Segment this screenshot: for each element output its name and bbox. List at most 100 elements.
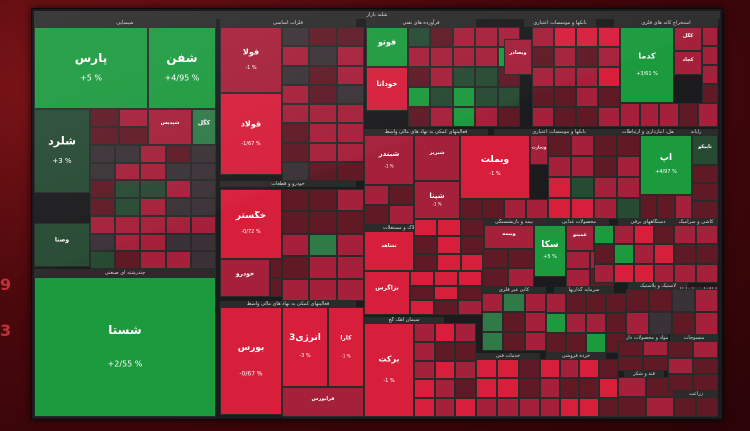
stock-tile[interactable] bbox=[309, 278, 337, 301]
stock-tile[interactable] bbox=[336, 161, 364, 181]
stock-tile[interactable] bbox=[668, 341, 693, 358]
stock-tile[interactable]: وبیمه bbox=[484, 225, 534, 249]
stock-tile[interactable] bbox=[430, 47, 453, 67]
stock-tile[interactable] bbox=[270, 259, 282, 278]
stock-tile[interactable] bbox=[140, 251, 166, 269]
stock-tile[interactable] bbox=[437, 253, 461, 271]
stock-tile[interactable] bbox=[526, 199, 548, 219]
stock-tile[interactable] bbox=[668, 357, 693, 375]
stock-tile[interactable] bbox=[475, 87, 498, 107]
stock-tile[interactable] bbox=[309, 84, 337, 104]
stock-tile[interactable] bbox=[190, 198, 216, 216]
stock-tile[interactable] bbox=[410, 271, 434, 286]
stock-tile[interactable]: برکت -1 % bbox=[364, 323, 414, 417]
stock-tile[interactable]: غمینو bbox=[566, 225, 594, 251]
stock-tile[interactable] bbox=[626, 289, 649, 312]
stock-tile[interactable] bbox=[309, 123, 337, 143]
stock-tile[interactable] bbox=[434, 285, 458, 301]
stock-tile[interactable] bbox=[518, 378, 540, 398]
stock-tile[interactable] bbox=[282, 104, 310, 124]
stock-tile[interactable] bbox=[532, 67, 554, 87]
stock-tile[interactable] bbox=[455, 398, 476, 417]
stock-tile[interactable] bbox=[430, 67, 453, 87]
stock-tile[interactable] bbox=[571, 198, 594, 219]
stock-tile[interactable] bbox=[571, 156, 594, 177]
stock-tile[interactable] bbox=[309, 233, 337, 257]
stock-tile[interactable] bbox=[140, 198, 166, 216]
stock-tile[interactable]: انرژی3 -3 % bbox=[282, 307, 328, 387]
stock-tile[interactable] bbox=[190, 215, 216, 234]
stock-tile[interactable] bbox=[282, 256, 310, 279]
stock-tile[interactable] bbox=[674, 244, 696, 264]
stock-tile[interactable] bbox=[579, 359, 599, 379]
stock-tile[interactable]: شپنا -1 % bbox=[414, 181, 460, 219]
stock-tile[interactable] bbox=[115, 233, 141, 252]
stock-tile[interactable] bbox=[672, 312, 695, 335]
stock-tile[interactable] bbox=[586, 313, 606, 333]
stock-tile[interactable] bbox=[309, 256, 337, 279]
stock-tile[interactable]: شفن +4/95 % bbox=[148, 27, 216, 109]
stock-tile[interactable]: وصنا bbox=[34, 223, 90, 267]
stock-tile[interactable] bbox=[165, 233, 191, 252]
stock-tile[interactable] bbox=[90, 180, 116, 199]
stock-tile[interactable] bbox=[674, 195, 692, 219]
stock-tile[interactable] bbox=[476, 359, 498, 379]
stock-tile[interactable] bbox=[437, 219, 461, 237]
stock-tile[interactable] bbox=[696, 244, 718, 264]
stock-tile[interactable] bbox=[336, 84, 364, 104]
stock-tile[interactable] bbox=[434, 271, 458, 286]
stock-tile[interactable] bbox=[554, 87, 576, 107]
stock-tile[interactable] bbox=[693, 374, 718, 391]
stock-tile[interactable] bbox=[434, 300, 458, 315]
stock-tile[interactable] bbox=[140, 233, 166, 252]
stock-tile[interactable] bbox=[532, 47, 554, 67]
stock-tile[interactable] bbox=[364, 185, 389, 205]
stock-tile[interactable] bbox=[497, 87, 520, 107]
stock-tile[interactable] bbox=[576, 107, 598, 127]
stock-tile[interactable] bbox=[634, 263, 654, 283]
stock-tile[interactable] bbox=[693, 341, 718, 358]
stock-tile[interactable] bbox=[90, 251, 116, 269]
stock-tile[interactable] bbox=[518, 359, 540, 379]
stock-tile[interactable] bbox=[546, 313, 566, 333]
stock-tile[interactable]: ثشاهد bbox=[364, 231, 414, 271]
stock-tile[interactable] bbox=[482, 331, 504, 351]
stock-tile[interactable] bbox=[458, 285, 482, 301]
stock-tile[interactable] bbox=[503, 293, 525, 313]
stock-tile[interactable] bbox=[548, 135, 571, 156]
stock-tile[interactable] bbox=[576, 27, 598, 47]
stock-tile[interactable] bbox=[508, 268, 534, 287]
stock-tile[interactable] bbox=[634, 225, 654, 245]
stock-tile[interactable] bbox=[414, 360, 435, 380]
stock-tile[interactable] bbox=[309, 65, 337, 85]
stock-tile[interactable] bbox=[309, 161, 337, 181]
stock-tile[interactable] bbox=[617, 198, 640, 219]
stock-tile[interactable] bbox=[659, 103, 679, 127]
stock-tile[interactable] bbox=[672, 289, 695, 312]
stock-tile[interactable] bbox=[452, 27, 476, 47]
stock-tile[interactable] bbox=[282, 189, 310, 212]
stock-tile[interactable] bbox=[90, 215, 116, 234]
stock-tile[interactable] bbox=[336, 189, 364, 212]
stock-tile[interactable] bbox=[654, 225, 674, 245]
stock-tile[interactable] bbox=[90, 233, 116, 252]
stock-tile[interactable] bbox=[696, 263, 718, 283]
stock-tile[interactable] bbox=[336, 142, 364, 162]
stock-tile[interactable] bbox=[559, 359, 579, 379]
stock-tile[interactable] bbox=[140, 145, 166, 163]
stock-tile[interactable] bbox=[482, 268, 508, 287]
stock-tile[interactable] bbox=[654, 263, 674, 283]
stock-tile[interactable] bbox=[503, 312, 525, 332]
stock-tile[interactable] bbox=[692, 165, 718, 183]
stock-tile[interactable]: فولاد -1/67 % bbox=[220, 93, 282, 175]
stock-tile[interactable] bbox=[282, 233, 310, 257]
stock-tile[interactable] bbox=[594, 263, 614, 283]
stock-tile[interactable] bbox=[698, 103, 718, 127]
stock-tile[interactable]: کارا -1 % bbox=[328, 307, 364, 387]
stock-tile[interactable]: بورس -0/67 % bbox=[220, 307, 282, 415]
stock-tile[interactable] bbox=[640, 195, 658, 219]
stock-tile[interactable] bbox=[598, 107, 620, 127]
stock-tile[interactable]: کچاد bbox=[674, 51, 702, 75]
stock-tile[interactable]: خودرو bbox=[220, 259, 270, 297]
stock-tile[interactable] bbox=[115, 180, 141, 199]
